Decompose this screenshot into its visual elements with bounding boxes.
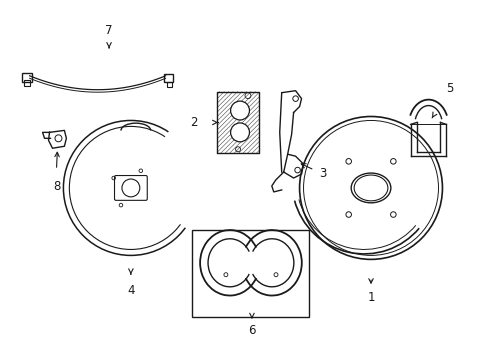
Bar (192, 230, 309, 317)
Bar (166, 82, 171, 87)
Text: 7: 7 (105, 24, 113, 37)
Text: 6: 6 (248, 324, 255, 337)
Text: 1: 1 (366, 291, 374, 304)
Circle shape (230, 123, 249, 142)
Bar (21, 73, 32, 82)
Text: 5: 5 (446, 82, 453, 95)
Circle shape (230, 101, 249, 120)
Text: 2: 2 (189, 116, 197, 129)
Bar (24, 80, 30, 86)
Text: 3: 3 (319, 167, 326, 180)
Text: 8: 8 (53, 180, 60, 193)
Text: 4: 4 (127, 284, 134, 297)
Bar (163, 74, 172, 82)
Wedge shape (131, 129, 203, 229)
